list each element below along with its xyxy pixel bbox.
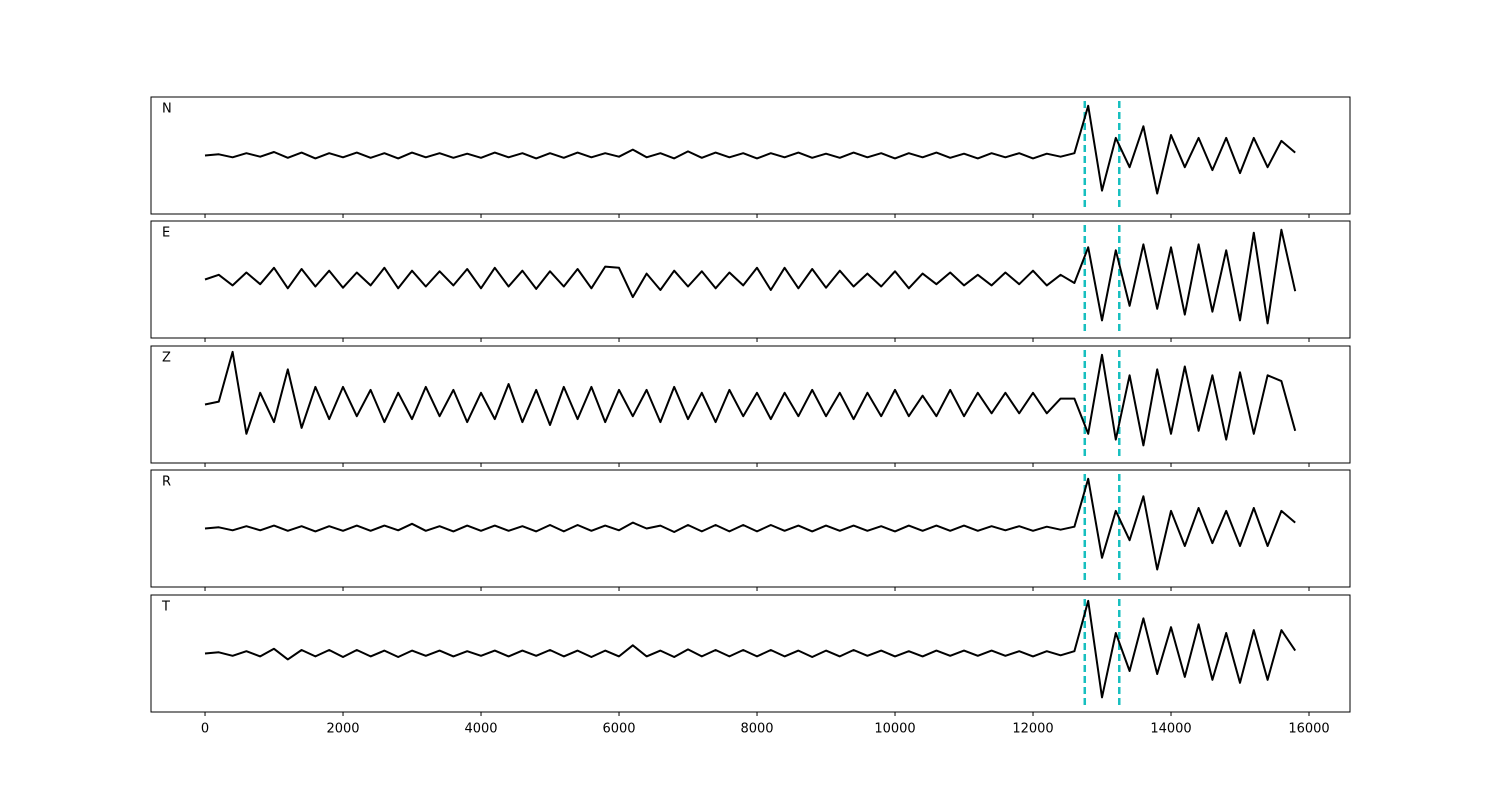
trace <box>204 599 1297 699</box>
panel-frame <box>150 469 1351 588</box>
panel-label: Z <box>162 351 171 366</box>
x-tick-label: 6000 <box>602 722 635 737</box>
panel-frame <box>150 96 1351 215</box>
panel-frame <box>150 594 1351 713</box>
panel-frame <box>150 345 1351 464</box>
x-tick-label: 0 <box>201 722 209 737</box>
panel-label: N <box>162 102 172 117</box>
x-tick-label: 16000 <box>1288 722 1329 737</box>
x-tick-label: 4000 <box>464 722 497 737</box>
x-tick-label: 8000 <box>740 722 773 737</box>
panel-label: T <box>161 600 170 615</box>
trace <box>204 104 1296 195</box>
x-tick-label: 12000 <box>1012 722 1053 737</box>
trace <box>204 228 1297 325</box>
x-tick-label: 2000 <box>326 722 359 737</box>
trace <box>204 350 1297 447</box>
x-tick-label: 10000 <box>874 722 915 737</box>
trace <box>204 477 1296 571</box>
panel-frame <box>150 220 1351 339</box>
panel-label: E <box>162 226 170 241</box>
panel-label: R <box>162 475 171 490</box>
x-tick-label: 14000 <box>1150 722 1191 737</box>
